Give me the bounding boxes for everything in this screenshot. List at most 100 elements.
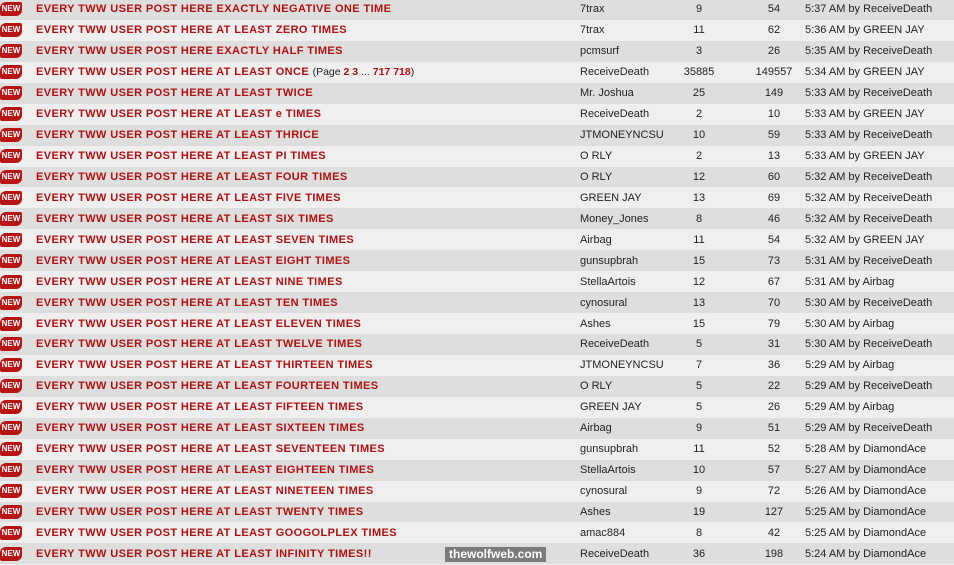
thread-author[interactable]: StellaArtois [580,464,636,477]
thread-author[interactable]: ReceiveDeath [580,66,650,79]
new-post-icon[interactable]: NEW [0,421,22,436]
thread-author[interactable]: GREEN JAY [580,191,642,204]
new-post-icon[interactable]: NEW [0,211,22,226]
last-post[interactable]: 5:25 AM by DiamondAce [805,526,927,539]
last-post[interactable]: 5:33 AM by ReceiveDeath [805,129,933,142]
thread-title-link[interactable]: EVERY TWW USER POST HERE AT LEAST TWELVE… [36,338,363,351]
new-post-icon[interactable]: NEW [0,400,22,415]
thread-title-link[interactable]: EVERY TWW USER POST HERE AT LEAST ELEVEN… [36,317,362,330]
thread-title-link[interactable]: EVERY TWW USER POST HERE AT LEAST SIXTEE… [36,422,365,435]
last-post[interactable]: 5:32 AM by ReceiveDeath [805,212,933,225]
new-post-icon[interactable]: NEW [0,316,22,331]
thread-title-link[interactable]: EVERY TWW USER POST HERE AT LEAST PI TIM… [36,150,326,163]
thread-title-link[interactable]: EVERY TWW USER POST HERE AT LEAST FIFTEE… [36,401,364,414]
thread-title-link[interactable]: EVERY TWW USER POST HERE AT LEAST FOURTE… [36,380,379,393]
last-post[interactable]: 5:35 AM by ReceiveDeath [805,45,933,58]
last-post[interactable]: 5:30 AM by ReceiveDeath [805,296,933,309]
last-post[interactable]: 5:29 AM by ReceiveDeath [805,380,933,393]
thread-title-link[interactable]: EVERY TWW USER POST HERE AT LEAST THRICE [36,129,320,142]
thread-title-link[interactable]: EVERY TWW USER POST HERE AT LEAST GOOGOL… [36,526,398,539]
thread-title-link[interactable]: EVERY TWW USER POST HERE EXACTLY HALF TI… [36,45,343,58]
new-post-icon[interactable]: NEW [0,295,22,310]
thread-author[interactable]: O RLY [580,170,613,183]
thread-author[interactable]: cynosural [580,485,628,498]
last-post[interactable]: 5:32 AM by ReceiveDeath [805,191,933,204]
thread-title-link[interactable]: EVERY TWW USER POST HERE AT LEAST SEVEN … [36,233,355,246]
thread-author[interactable]: GREEN JAY [580,401,642,414]
last-post[interactable]: 5:33 AM by ReceiveDeath [805,87,933,100]
thread-author[interactable]: Ashes [580,505,611,518]
last-post[interactable]: 5:37 AM by ReceiveDeath [805,3,933,16]
thread-title-link[interactable]: EVERY TWW USER POST HERE AT LEAST e TIME… [36,108,322,121]
page-link[interactable]: 3 [352,66,359,79]
thread-author[interactable]: StellaArtois [580,275,636,288]
new-post-icon[interactable]: NEW [0,484,22,499]
thread-title-link[interactable]: EVERY TWW USER POST HERE AT LEAST NINETE… [36,485,374,498]
new-post-icon[interactable]: NEW [0,546,22,561]
last-post[interactable]: 5:26 AM by DiamondAce [805,485,927,498]
thread-author[interactable]: 7trax [580,24,605,37]
thread-author[interactable]: gunsupbrah [580,443,639,456]
last-post[interactable]: 5:30 AM by Airbag [805,317,895,330]
new-post-icon[interactable]: NEW [0,128,22,143]
thread-title-link[interactable]: EVERY TWW USER POST HERE AT LEAST SEVENT… [36,443,386,456]
page-link[interactable]: 717 [372,66,391,79]
new-post-icon[interactable]: NEW [0,525,22,540]
thread-title-link[interactable]: EVERY TWW USER POST HERE AT LEAST INFINI… [36,547,372,560]
new-post-icon[interactable]: NEW [0,337,22,352]
thread-author[interactable]: ReceiveDeath [580,547,650,560]
last-post[interactable]: 5:31 AM by ReceiveDeath [805,254,933,267]
last-post[interactable]: 5:34 AM by GREEN JAY [805,66,925,79]
thread-title-link[interactable]: EVERY TWW USER POST HERE AT LEAST FOUR T… [36,170,348,183]
new-post-icon[interactable]: NEW [0,2,22,17]
thread-author[interactable]: pcmsurf [580,45,620,58]
new-post-icon[interactable]: NEW [0,65,22,80]
thread-author[interactable]: Airbag [580,233,612,246]
thread-author[interactable]: JTMONEYNCSU [580,129,664,142]
new-post-icon[interactable]: NEW [0,463,22,478]
thread-title-link[interactable]: EVERY TWW USER POST HERE AT LEAST NINE T… [36,275,343,288]
last-post[interactable]: 5:29 AM by ReceiveDeath [805,422,933,435]
last-post[interactable]: 5:25 AM by DiamondAce [805,505,927,518]
new-post-icon[interactable]: NEW [0,504,22,519]
new-post-icon[interactable]: NEW [0,358,22,373]
thread-title-link[interactable]: EVERY TWW USER POST HERE EXACTLY NEGATIV… [36,3,392,16]
thread-title-link[interactable]: EVERY TWW USER POST HERE AT LEAST EIGHT … [36,254,351,267]
thread-author[interactable]: Money_Jones [580,212,649,225]
page-link[interactable]: 718 [393,66,411,79]
thread-author[interactable]: gunsupbrah [580,254,639,267]
last-post[interactable]: 5:24 AM by DiamondAce [805,547,927,560]
thread-title-link[interactable]: EVERY TWW USER POST HERE AT LEAST ONCE [36,66,310,79]
new-post-icon[interactable]: NEW [0,149,22,164]
thread-author[interactable]: amac884 [580,526,626,539]
last-post[interactable]: 5:29 AM by Airbag [805,359,895,372]
thread-author[interactable]: cynosural [580,296,628,309]
thread-author[interactable]: Airbag [580,422,612,435]
last-post[interactable]: 5:29 AM by Airbag [805,401,895,414]
new-post-icon[interactable]: NEW [0,86,22,101]
thread-title-link[interactable]: EVERY TWW USER POST HERE AT LEAST THIRTE… [36,359,373,372]
thread-author[interactable]: 7trax [580,3,605,16]
new-post-icon[interactable]: NEW [0,169,22,184]
thread-author[interactable]: O RLY [580,380,613,393]
thread-title-link[interactable]: EVERY TWW USER POST HERE AT LEAST SIX TI… [36,212,334,225]
thread-title-link[interactable]: EVERY TWW USER POST HERE AT LEAST TWICE [36,87,314,100]
thread-author[interactable]: Mr. Joshua [580,87,634,100]
thread-title-link[interactable]: EVERY TWW USER POST HERE AT LEAST EIGHTE… [36,464,375,477]
thread-author[interactable]: ReceiveDeath [580,338,650,351]
thread-title-link[interactable]: EVERY TWW USER POST HERE AT LEAST FIVE T… [36,191,341,204]
last-post[interactable]: 5:36 AM by GREEN JAY [805,24,925,37]
new-post-icon[interactable]: NEW [0,253,22,268]
thread-title-link[interactable]: EVERY TWW USER POST HERE AT LEAST TEN TI… [36,296,338,309]
thread-title-link[interactable]: EVERY TWW USER POST HERE AT LEAST TWENTY… [36,505,364,518]
new-post-icon[interactable]: NEW [0,274,22,289]
new-post-icon[interactable]: NEW [0,379,22,394]
last-post[interactable]: 5:33 AM by GREEN JAY [805,150,925,163]
last-post[interactable]: 5:32 AM by GREEN JAY [805,233,925,246]
thread-author[interactable]: O RLY [580,150,613,163]
last-post[interactable]: 5:31 AM by Airbag [805,275,895,288]
page-link[interactable]: 2 [343,66,350,79]
new-post-icon[interactable]: NEW [0,107,22,122]
new-post-icon[interactable]: NEW [0,232,22,247]
last-post[interactable]: 5:33 AM by GREEN JAY [805,108,925,121]
